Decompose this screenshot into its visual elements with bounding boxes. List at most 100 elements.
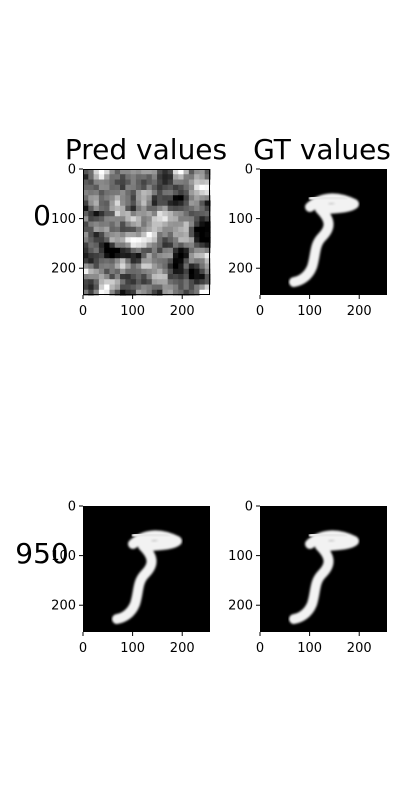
noise-cell <box>109 274 116 280</box>
noise-cell <box>130 253 137 259</box>
noise-cell <box>194 237 201 244</box>
noise-cell <box>162 268 169 275</box>
noise-cell <box>120 279 126 286</box>
noise-cell <box>120 258 126 265</box>
noise-cell <box>88 284 95 291</box>
noise-cell <box>104 205 111 212</box>
noise-cell <box>98 174 105 181</box>
noise-cell <box>120 221 126 228</box>
y-tick-label: 0 <box>245 163 253 178</box>
noise-cell <box>157 184 163 191</box>
noise-cell <box>178 289 185 296</box>
noise-cell <box>98 169 105 175</box>
noise-cell <box>194 289 201 296</box>
noise-cell <box>104 221 111 228</box>
noise-cell <box>88 289 95 296</box>
noise-cell <box>104 284 111 291</box>
panel-pred-row950 <box>83 506 210 632</box>
noise-cell <box>109 174 116 181</box>
noise-cell <box>162 169 169 175</box>
noise-cell <box>146 190 153 196</box>
noise-cell <box>130 232 137 238</box>
noise-cell <box>162 242 169 249</box>
noise-cell <box>199 253 206 259</box>
noise-cell <box>199 289 206 296</box>
noise-cell <box>141 279 148 286</box>
noise-cell <box>157 179 163 186</box>
x-tick-label: 200 <box>170 641 195 656</box>
noise-cell <box>194 216 201 223</box>
noise-cell <box>204 274 211 280</box>
noise-cell <box>194 284 201 291</box>
noise-cell <box>172 242 179 249</box>
noise-cell <box>183 289 190 296</box>
noise-cell <box>98 258 105 265</box>
noise-cell <box>162 274 169 280</box>
noise-cell <box>130 184 137 191</box>
noise-cell <box>157 174 163 181</box>
noise-cell <box>104 289 111 296</box>
noise-cell <box>204 242 211 249</box>
noise-cell <box>98 289 105 296</box>
noise-cell <box>83 268 89 275</box>
noise-cell <box>125 184 132 191</box>
y-tick-label: 200 <box>228 599 253 614</box>
noise-cell <box>114 237 121 244</box>
noise-cell <box>204 258 211 265</box>
noise-cell <box>83 200 89 207</box>
noise-cell <box>104 179 111 186</box>
noise-cell <box>120 242 126 249</box>
noise-cell <box>88 242 95 249</box>
noise-cell <box>183 169 190 175</box>
noise-cell <box>98 200 105 207</box>
noise-cell <box>120 268 126 275</box>
noise-cell <box>162 263 169 270</box>
x-tick-label: 100 <box>297 641 322 656</box>
noise-cell <box>93 205 100 212</box>
noise-cell <box>141 216 148 223</box>
noise-cell <box>125 226 132 233</box>
noise-cell <box>167 211 174 217</box>
noise-cell <box>167 205 174 212</box>
noise-cell <box>120 195 126 202</box>
column-title-pred: Pred values <box>64 133 228 166</box>
noise-cell <box>146 258 153 265</box>
noise-cell <box>183 226 190 233</box>
noise-cell <box>141 232 148 238</box>
noise-cell <box>151 289 158 296</box>
noise-cell <box>151 253 158 259</box>
y-tick-label: 0 <box>68 500 76 515</box>
noise-cell <box>141 289 148 296</box>
noise-cell <box>141 184 148 191</box>
noise-cell <box>194 247 201 254</box>
noise-cell <box>151 268 158 275</box>
noise-cell <box>151 190 158 196</box>
x-tick-label: 0 <box>256 641 264 656</box>
noise-cell <box>178 258 185 265</box>
noise-cell <box>172 216 179 223</box>
noise-cell <box>88 179 95 186</box>
noise-cell <box>151 184 158 191</box>
noise-cell <box>188 263 195 270</box>
noise-cell <box>109 258 116 265</box>
noise-cell <box>162 232 169 238</box>
noise-cell <box>172 221 179 228</box>
noise-cell <box>199 242 206 249</box>
noise-cell <box>199 274 206 280</box>
noise-cell <box>135 253 142 259</box>
noise-cell <box>167 274 174 280</box>
noise-cell <box>146 274 153 280</box>
noise-cell <box>183 253 190 259</box>
noise-cell <box>151 169 158 175</box>
noise-cell <box>130 242 137 249</box>
noise-cell <box>135 226 142 233</box>
axes-frame <box>260 506 387 632</box>
noise-cell <box>130 190 137 196</box>
noise-cell <box>146 268 153 275</box>
noise-cell <box>172 258 179 265</box>
noise-cell <box>109 242 116 249</box>
noise-cell <box>135 279 142 286</box>
y-tick-label: 100 <box>228 549 253 564</box>
noise-cell <box>157 253 163 259</box>
noise-cell <box>167 258 174 265</box>
